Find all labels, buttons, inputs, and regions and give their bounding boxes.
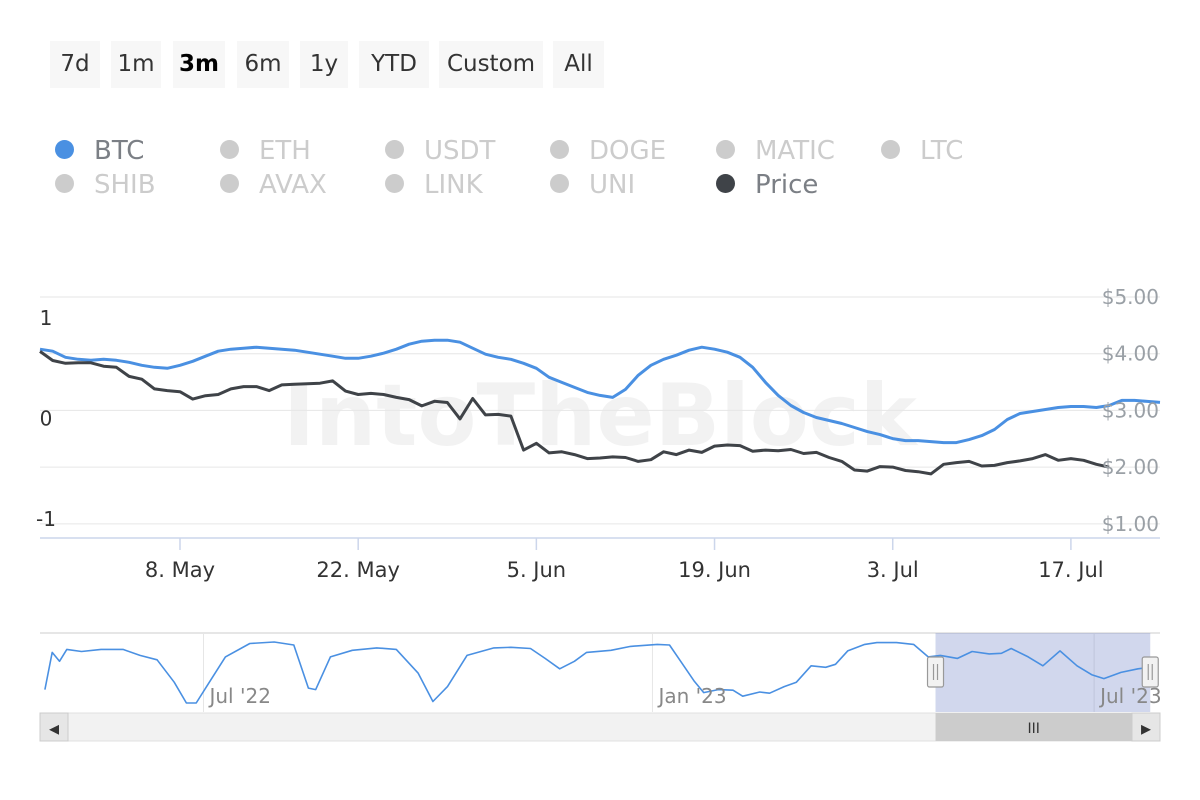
- chevron-right-icon: ▸: [1141, 716, 1151, 740]
- watermark: IntoTheBlock: [283, 366, 919, 466]
- x-tick-label: 22. May: [316, 558, 400, 582]
- y-right-tick-label: $5.00: [1102, 285, 1159, 309]
- y-right-tick-label: $2.00: [1102, 455, 1159, 479]
- legend-label-doge: DOGE: [589, 136, 667, 166]
- legend-item-usdt[interactable]: USDT: [385, 135, 495, 167]
- legend-dot-matic: [716, 140, 735, 159]
- legend-dot-eth: [220, 140, 239, 159]
- legend-dot-uni: [550, 174, 569, 193]
- x-tick-label: 8. May: [145, 558, 215, 582]
- scrollbar-thumb[interactable]: III: [935, 713, 1132, 741]
- legend-label-avax: AVAX: [259, 170, 327, 200]
- x-tick-label: 3. Jul: [867, 558, 919, 582]
- legend-dot-usdt: [385, 140, 404, 159]
- legend-item-doge[interactable]: DOGE: [550, 135, 666, 167]
- range-button-all[interactable]: All: [553, 41, 604, 88]
- x-tick-label: 17. Jul: [1038, 558, 1103, 582]
- legend-label-link: LINK: [424, 170, 483, 200]
- y-left-tick-label: 0: [40, 407, 53, 431]
- navigator-tick-label: Jul '22: [207, 684, 270, 708]
- legend-item-price[interactable]: Price: [716, 169, 818, 201]
- y-left-tick-label: -1: [36, 507, 56, 531]
- navigator[interactable]: Jul '22 Jan '23 Jul '23: [40, 632, 1162, 712]
- scrollbar-left-button[interactable]: ◂: [39, 712, 69, 742]
- navigator-tick-label: Jul '23: [1098, 684, 1161, 708]
- navigator-mask[interactable]: [935, 633, 1151, 712]
- series-layer: [39, 338, 1161, 476]
- series-line-price: [39, 350, 1110, 476]
- legend-item-shib[interactable]: SHIB: [55, 169, 156, 201]
- range-button-1y[interactable]: 1y: [300, 41, 348, 88]
- range-button-ytd[interactable]: YTD: [359, 41, 429, 88]
- legend-dot-link: [385, 174, 404, 193]
- legend-dot-btc: [55, 140, 74, 159]
- range-button-custom[interactable]: Custom: [439, 41, 543, 88]
- navigator-tick-label: Jan '23: [656, 684, 726, 708]
- range-button-7d[interactable]: 7d: [50, 41, 100, 88]
- navigator-series-line: [44, 641, 1151, 704]
- legend-item-ltc[interactable]: LTC: [881, 135, 963, 167]
- grid: [40, 296, 1160, 525]
- chevron-left-icon: ◂: [49, 716, 59, 740]
- range-button-6m[interactable]: 6m: [237, 41, 289, 88]
- legend-label-usdt: USDT: [424, 136, 496, 166]
- scrollbar-grip: III: [1028, 721, 1040, 737]
- legend-item-link[interactable]: LINK: [385, 169, 483, 201]
- range-button-1m[interactable]: 1m: [111, 41, 161, 88]
- legend-item-matic[interactable]: MATIC: [716, 135, 835, 167]
- legend-item-eth[interactable]: ETH: [220, 135, 311, 167]
- legend-dot-price: [716, 174, 735, 193]
- x-tick-label: 5. Jun: [507, 558, 567, 582]
- scrollbar-right-button[interactable]: ▸: [1131, 712, 1161, 742]
- legend-label-eth: ETH: [259, 136, 311, 166]
- legend-label-matic: MATIC: [755, 136, 835, 166]
- legend-dot-shib: [55, 174, 74, 193]
- legend-label-price: Price: [755, 170, 819, 200]
- scrollbar[interactable]: ◂ III ▸: [39, 712, 1161, 742]
- legend-label-uni: UNI: [589, 170, 636, 200]
- series-line-btc: [39, 338, 1161, 445]
- axes: 8. May 22. May 5. Jun 19. Jun 3. Jul 17. Jul 1…: [36, 285, 1160, 582]
- watermark-text: IntoTheBlock: [283, 366, 919, 466]
- range-button-3m[interactable]: 3m: [173, 41, 225, 88]
- y-right-tick-label: $4.00: [1102, 342, 1159, 366]
- y-right-tick-label: $1.00: [1102, 512, 1159, 536]
- y-left-tick-label: 1: [40, 306, 53, 330]
- x-tick-label: 19. Jun: [678, 558, 751, 582]
- legend-item-uni[interactable]: UNI: [550, 169, 635, 201]
- legend-item-btc[interactable]: BTC: [55, 135, 144, 167]
- legend-label-btc: BTC: [94, 136, 145, 166]
- legend-item-avax[interactable]: AVAX: [220, 169, 327, 201]
- legend-label-shib: SHIB: [94, 170, 156, 200]
- legend-label-ltc: LTC: [920, 136, 964, 166]
- legend-dot-doge: [550, 140, 569, 159]
- legend-dot-ltc: [881, 140, 900, 159]
- navigator-handle-right[interactable]: [1141, 656, 1159, 688]
- navigator-handle-left[interactable]: [926, 656, 945, 688]
- legend-dot-avax: [220, 174, 239, 193]
- y-right-tick-label: $3.00: [1102, 398, 1159, 422]
